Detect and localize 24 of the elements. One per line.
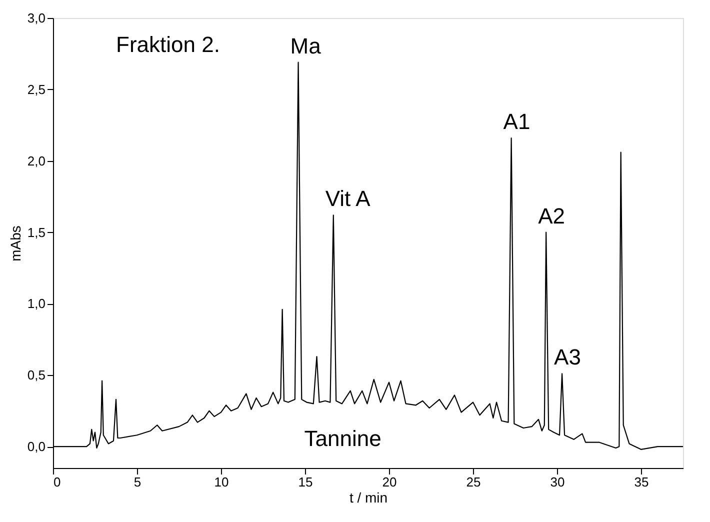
y-tick-label: 2,0 <box>27 153 46 168</box>
x-tick-label: 0 <box>54 474 61 490</box>
y-tick-label: 0,5 <box>27 368 46 383</box>
x-tick-label: 25 <box>466 474 481 490</box>
y-axis-title: mAbs <box>7 226 24 262</box>
annotation: Vit A <box>325 186 371 212</box>
x-tick-label: 35 <box>634 474 649 490</box>
annotation: Fraktion 2. <box>116 32 220 57</box>
annotation: Ma <box>290 33 322 58</box>
x-tick-label: 10 <box>214 474 229 490</box>
y-tick-label: 3,0 <box>27 10 46 26</box>
x-axis-title: t / min <box>349 490 388 506</box>
y-tick-label: 2,5 <box>27 82 46 97</box>
x-tick-label: 30 <box>550 474 565 490</box>
annotation: Tannine <box>304 426 382 451</box>
annotation: A2 <box>538 203 565 228</box>
y-tick-label: 1,5 <box>27 224 46 240</box>
x-tick-label: 5 <box>134 474 142 490</box>
annotation: A3 <box>554 344 581 370</box>
x-tick-label: 15 <box>298 474 313 490</box>
y-tick-label: 0,0 <box>27 439 46 454</box>
y-tick-label: 1,0 <box>27 296 46 312</box>
x-tick-label: 20 <box>382 474 397 490</box>
annotation: A1 <box>503 109 530 134</box>
